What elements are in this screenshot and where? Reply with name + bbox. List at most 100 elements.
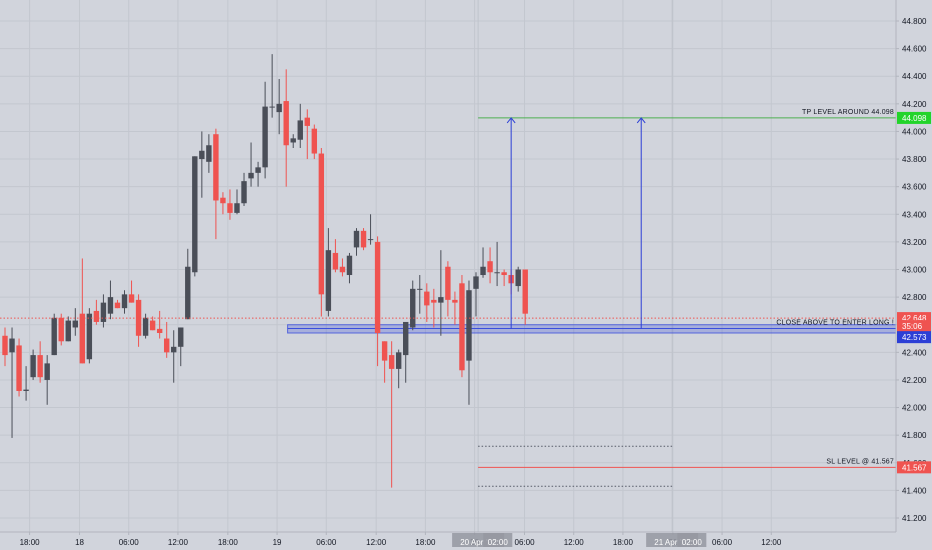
candle-body <box>86 313 93 360</box>
candle-body <box>65 320 71 342</box>
time-tick-label: 06:00 <box>712 538 733 547</box>
candle-body <box>339 266 346 273</box>
candle-body <box>114 302 121 309</box>
candle-body <box>23 389 29 391</box>
time-tag-label: 02:00 <box>488 538 509 547</box>
time-tick-label: 19 <box>273 538 282 547</box>
candle-body <box>171 346 177 353</box>
price-tick-label: 43.600 <box>902 183 927 192</box>
candle-body <box>480 266 486 276</box>
candle-body <box>241 181 247 204</box>
candle-body <box>417 288 423 290</box>
candle-body <box>374 241 381 334</box>
candle-body <box>213 134 219 201</box>
candle-body <box>72 320 78 328</box>
time-tick-label: 06:00 <box>119 538 140 547</box>
candle-body <box>156 328 163 334</box>
candle-body <box>487 261 493 273</box>
candle-body <box>311 128 318 154</box>
candle-body <box>262 106 268 168</box>
candle-body <box>135 299 142 336</box>
candle-body <box>473 276 479 289</box>
drawings[interactable]: TP LEVEL AROUND 44.098 CLOSE ABOVE TO ENT… <box>0 109 896 487</box>
candle-body <box>128 294 135 303</box>
candle-body <box>438 297 444 303</box>
candle-body <box>44 363 50 380</box>
candle-body <box>199 150 205 160</box>
candle-body <box>431 299 437 303</box>
arrow-head-icon <box>636 117 646 124</box>
price-tick-label: 41.200 <box>902 514 927 523</box>
time-tag-label: 02:00 <box>682 538 703 547</box>
price-tick-label: 42.400 <box>902 348 927 357</box>
candle-body <box>16 345 22 391</box>
candle-body <box>283 101 289 146</box>
candle-body <box>121 294 128 309</box>
candle-body <box>227 203 233 213</box>
candle-body <box>290 138 296 143</box>
price-tag-label: 42.648 <box>902 314 927 323</box>
candle-body <box>37 355 43 378</box>
price-tick-label: 43.000 <box>902 266 927 275</box>
candle-body <box>522 269 528 314</box>
candle-body <box>2 335 8 356</box>
candle-body <box>206 145 212 162</box>
price-tick-label: 43.400 <box>902 210 927 219</box>
sl-annotation: SL LEVEL @ 41.567 <box>826 458 894 465</box>
candle-body <box>276 103 282 113</box>
tp-annotation: TP LEVEL AROUND 44.098 <box>802 109 894 116</box>
candle-body <box>163 338 170 353</box>
price-tick-label: 44.200 <box>902 100 927 109</box>
candle-body <box>30 355 36 378</box>
candle-body <box>220 197 226 204</box>
candle-body <box>107 297 114 314</box>
candle-body <box>149 320 156 331</box>
candle-body <box>424 291 430 306</box>
candle-body <box>297 120 303 140</box>
candle-body <box>9 338 15 353</box>
candle-body <box>452 299 458 303</box>
time-tick-label: 12:00 <box>168 538 189 547</box>
candle-body <box>410 288 416 328</box>
price-tag-label: 35:06 <box>902 322 923 331</box>
candle-body <box>395 352 402 369</box>
candle-body <box>192 156 198 273</box>
price-tag-label: 41.567 <box>902 463 927 472</box>
candle-body <box>318 153 325 295</box>
candle-body <box>269 106 275 108</box>
time-tick-label: 18:00 <box>415 538 436 547</box>
price-tick-label: 42.000 <box>902 404 927 413</box>
candle-body <box>248 172 254 179</box>
candle-body <box>185 266 191 320</box>
price-tick-label: 42.800 <box>902 293 927 302</box>
price-tick-label: 41.400 <box>902 486 927 495</box>
candle-body <box>367 239 374 241</box>
time-tick-label: 18:00 <box>20 538 41 547</box>
candle-body <box>346 255 353 276</box>
candle-body <box>353 230 360 248</box>
price-tick-label: 44.600 <box>902 45 927 54</box>
time-tick-label: 12:00 <box>366 538 387 547</box>
candle-body <box>51 317 57 356</box>
price-tick-label: 41.800 <box>902 431 927 440</box>
candle-body <box>515 269 521 287</box>
price-tick-label: 43.800 <box>902 155 927 164</box>
candle-body <box>459 283 465 371</box>
candle-body <box>381 341 388 361</box>
candle-body <box>58 317 64 342</box>
candle-body <box>255 167 261 173</box>
candle-body <box>93 310 100 322</box>
price-tag-bg <box>897 320 931 333</box>
candle-body <box>332 252 339 270</box>
candle-body <box>466 290 472 361</box>
candle-body <box>403 321 409 356</box>
time-tag-label: 21 Apr '20 <box>654 538 690 547</box>
candle-body <box>234 203 240 213</box>
arrow-head-icon <box>506 117 516 124</box>
time-tick-label: 12:00 <box>564 538 585 547</box>
time-tick-label: 18:00 <box>218 538 239 547</box>
